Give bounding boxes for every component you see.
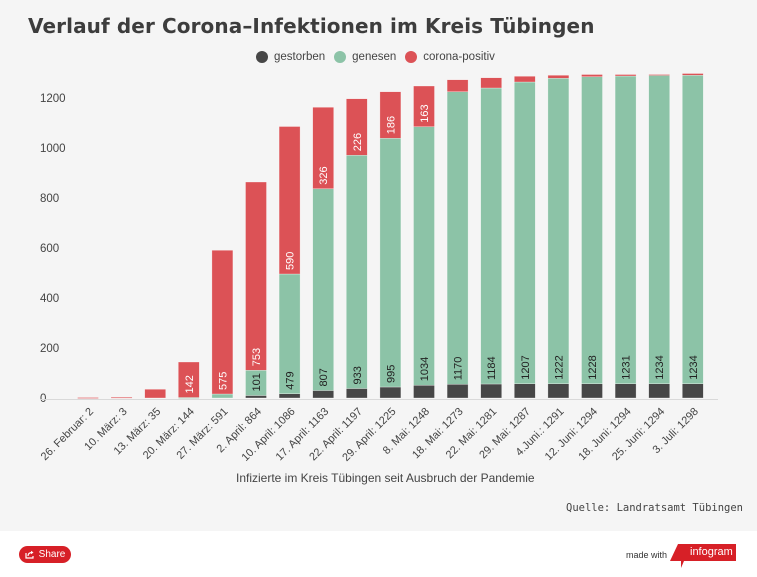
bar-segment-corona-positiv (211, 250, 234, 395)
bar-segment-corona-positiv (178, 361, 200, 398)
bar-segment-genesen (648, 75, 670, 384)
bar-segment-genesen (413, 126, 435, 386)
bar-segment-corona-positiv (480, 77, 502, 89)
bar-segment-gestorben (312, 390, 334, 399)
legend-label: gestorben (274, 51, 326, 63)
bar-segment-corona-positiv (144, 389, 166, 399)
bar-segment-corona-positiv (245, 181, 267, 371)
data-label-genesen: 1184 (486, 356, 498, 380)
bar-segment-genesen (480, 87, 502, 385)
bar-segment-gestorben (379, 386, 402, 399)
data-label-corona-positiv: 142 (184, 375, 196, 393)
bar-segment-corona-positiv (312, 107, 334, 189)
bar-segment-corona-positiv (346, 98, 368, 156)
bar-segment-corona-positiv (77, 397, 99, 399)
data-label-genesen: 1207 (520, 355, 532, 379)
bar-segment-gestorben (682, 383, 704, 399)
legend-label: genesen (352, 51, 397, 63)
data-label-genesen: 1222 (553, 355, 565, 379)
data-label-genesen: 1234 (688, 355, 700, 379)
bar-segment-gestorben (514, 383, 536, 399)
data-label-genesen: 807 (318, 368, 330, 386)
bar-segment-gestorben (346, 388, 368, 399)
made-with-text: made with (626, 550, 668, 560)
y-tick-label: 400 (40, 293, 59, 305)
data-label-corona-positiv: 590 (285, 252, 297, 270)
legend-dot-gestorben-icon (256, 51, 268, 63)
bar-segment-genesen (581, 76, 603, 384)
data-label-genesen: 1234 (654, 355, 666, 379)
bar-segment-genesen (379, 138, 402, 388)
bar-segment-corona-positiv (547, 75, 570, 79)
bar-segment-gestorben (480, 383, 502, 399)
x-tick-label: 26. Februar: 2 (39, 406, 96, 463)
bar-segment-corona-positiv (446, 79, 469, 92)
legend-item-corona-positiv[interactable]: corona-positiv (405, 51, 495, 63)
data-label-genesen: 933 (352, 366, 364, 384)
infogram-brand: infogram (690, 546, 733, 558)
legend-item-genesen[interactable]: genesen (334, 51, 396, 63)
bar-segment-corona-positiv (514, 76, 536, 83)
data-label-corona-positiv: 326 (318, 166, 330, 184)
data-label-corona-positiv: 163 (419, 104, 431, 122)
share-icon (25, 550, 34, 559)
infogram-logo-icon[interactable] (670, 544, 736, 570)
data-label-genesen: 1170 (453, 357, 465, 381)
bar-segment-corona-positiv (581, 74, 603, 77)
data-label-corona-positiv: 226 (352, 133, 364, 151)
bar-segment-corona-positiv (110, 397, 133, 399)
data-label-genesen: 1231 (621, 355, 633, 379)
bar-segment-genesen (682, 75, 704, 384)
bar-segment-genesen (614, 75, 637, 384)
bar-segment-genesen (312, 188, 334, 391)
bar-segment-gestorben (446, 384, 469, 399)
bar-segment-corona-positiv (648, 74, 670, 76)
legend-label: corona-positiv (423, 51, 495, 63)
source-note: Quelle: Landratsamt Tübingen (566, 502, 744, 514)
bar-segment-gestorben (413, 385, 435, 399)
bar-segment-gestorben (245, 395, 267, 399)
bar-segment-genesen (346, 155, 368, 389)
bar-segment-gestorben (614, 383, 637, 399)
share-label: Share (38, 549, 66, 560)
bar-segment-gestorben (648, 383, 670, 399)
data-label-genesen: 101 (251, 373, 263, 391)
bar-segment-genesen (446, 91, 469, 385)
y-tick-label: 1200 (40, 93, 66, 105)
bar-segment-gestorben (278, 393, 301, 399)
data-label-genesen: 1034 (419, 357, 431, 381)
share-button[interactable]: Share (19, 546, 71, 563)
y-tick-label: 600 (40, 243, 59, 255)
y-tick-label: 1000 (40, 143, 66, 155)
bar-segment-corona-positiv (614, 74, 637, 77)
data-label-genesen: 479 (285, 371, 297, 389)
data-label-corona-positiv: 575 (217, 372, 229, 390)
bar-segment-genesen (514, 81, 536, 384)
bar-segment-genesen (547, 78, 570, 384)
bar-segment-corona-positiv (413, 85, 435, 127)
bar-segment-corona-positiv (278, 126, 301, 275)
bar-segment-corona-positiv (682, 73, 704, 76)
data-label-genesen: 995 (385, 365, 397, 383)
bar-segment-gestorben (581, 383, 603, 399)
bar-segment-genesen (211, 393, 234, 399)
legend-dot-genesen-icon (334, 51, 347, 63)
legend: gestorben genesen corona-positiv (256, 51, 504, 63)
chart-title: Verlauf der Corona–Infektionen im Kreis … (28, 14, 595, 38)
legend-dot-corona-positiv-icon (405, 51, 418, 63)
y-tick-label: 200 (40, 343, 59, 355)
legend-item-gestorben[interactable]: gestorben (256, 51, 325, 63)
data-label-genesen: 1228 (587, 355, 599, 379)
data-label-corona-positiv: 186 (385, 116, 397, 134)
bar-segment-gestorben (547, 383, 570, 399)
bar-segment-corona-positiv (379, 91, 402, 139)
y-tick-label: 800 (40, 193, 59, 205)
data-label-corona-positiv: 753 (251, 348, 263, 366)
stacked-bar-chart: 02004006008001000120026. Februar: 210. M… (39, 73, 718, 464)
x-axis-title: Infizierte im Kreis Tübingen seit Ausbru… (236, 471, 535, 485)
